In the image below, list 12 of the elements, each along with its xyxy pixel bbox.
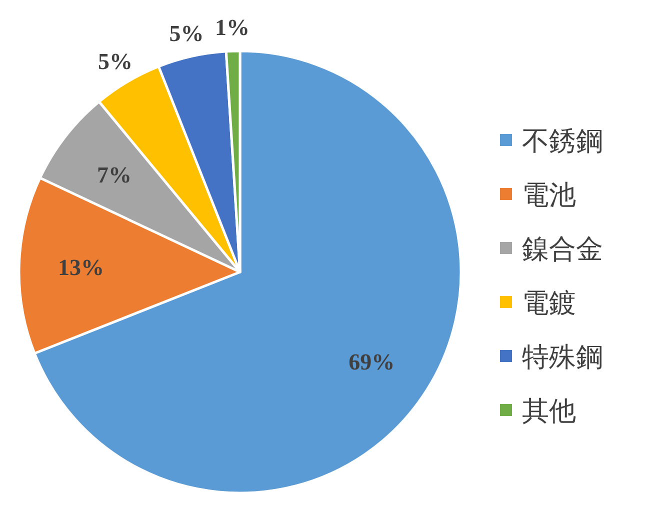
data-label: 5% <box>169 20 204 46</box>
legend-label: 特殊鋼 <box>522 342 603 372</box>
legend-label: 鎳合金 <box>522 234 603 264</box>
data-label: 69% <box>348 349 395 374</box>
data-label: 5% <box>98 49 133 74</box>
legend-label: 其他 <box>522 396 576 426</box>
legend-label: 電池 <box>522 180 576 210</box>
legend-label: 電鍍 <box>522 288 576 318</box>
data-label: 7% <box>97 162 132 188</box>
legend-label: 不銹鋼 <box>522 126 603 156</box>
data-label: 13% <box>58 255 104 280</box>
data-label: 1% <box>215 15 250 40</box>
